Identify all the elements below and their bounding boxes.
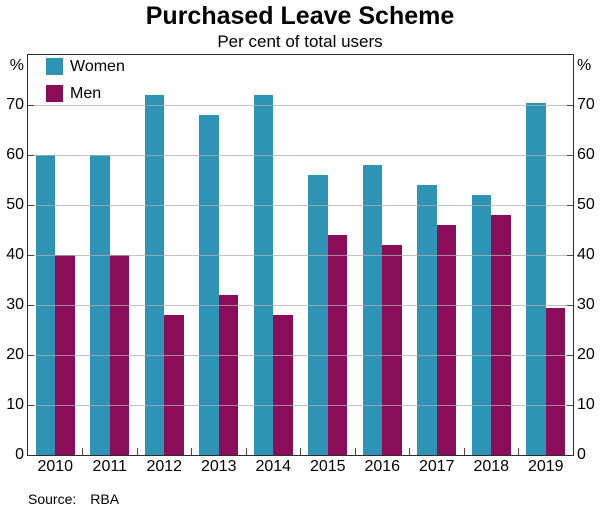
legend-label-women: Women	[70, 58, 125, 75]
bar-men-2017	[436, 225, 457, 455]
legend-label-men: Men	[70, 85, 102, 102]
legend-item-women: Women	[46, 58, 125, 75]
xtick-label-2012: 2012	[146, 458, 183, 475]
women-swatch-icon	[46, 58, 63, 75]
bar-men-2016	[382, 245, 402, 455]
gridline-60	[28, 154, 573, 156]
left-tick-30	[28, 304, 34, 306]
ytick-label-left-40: 40	[6, 246, 24, 263]
gridline-50	[28, 204, 573, 206]
legend-item-men: Men	[46, 85, 125, 102]
men-swatch-icon	[46, 85, 63, 102]
x-boundary-tick-6	[354, 448, 356, 455]
right-tick-20	[567, 354, 573, 356]
source-label: Source:	[28, 491, 77, 507]
x-boundary-tick-2	[136, 448, 138, 455]
right-tick-60	[567, 154, 573, 156]
source-note: Source: RBA	[28, 491, 119, 507]
bar-women-2012	[144, 95, 165, 455]
bar-men-2010	[55, 255, 75, 455]
gridline-70	[28, 104, 573, 106]
ytick-label-right-60: 60	[577, 146, 595, 163]
ytick-label-right-50: 50	[577, 196, 595, 213]
legend: Women Men	[46, 58, 125, 102]
right-tick-40	[567, 254, 573, 256]
ytick-label-left-0: 0	[15, 446, 24, 463]
ytick-label-left-30: 30	[6, 296, 24, 313]
chart-title: Purchased Leave Scheme	[145, 2, 455, 30]
bar-men-2015	[327, 235, 348, 455]
right-tick-50	[567, 204, 573, 206]
ytick-label-left-70: 70	[6, 96, 24, 113]
xtick-label-2017: 2017	[418, 458, 455, 475]
left-tick-40	[28, 254, 34, 256]
ytick-label-right-0: 0	[577, 446, 586, 463]
bar-men-2014	[273, 315, 293, 455]
x-boundary-tick-4	[245, 448, 247, 455]
ytick-label-left-20: 20	[6, 346, 24, 363]
x-boundary-tick-7	[409, 448, 410, 455]
x-boundary-tick-5	[300, 448, 301, 455]
xtick-label-2019: 2019	[527, 458, 564, 475]
plot-area: Women Men	[27, 54, 574, 456]
xtick-label-2013: 2013	[200, 458, 237, 475]
left-tick-70	[28, 104, 34, 106]
left-tick-20	[28, 354, 34, 356]
xtick-label-2016: 2016	[364, 458, 401, 475]
bar-women-2013	[199, 115, 219, 455]
right-tick-70	[567, 104, 573, 106]
xtick-label-2015: 2015	[309, 458, 346, 475]
bar-women-2014	[253, 95, 274, 455]
chart-subtitle: Per cent of total users	[217, 32, 383, 51]
bar-men-2013	[218, 295, 239, 455]
y-axis-right: % 0 10 20 30 40 50 60 70	[577, 55, 600, 463]
bar-women-2017	[417, 185, 437, 455]
ytick-label-right-20: 20	[577, 346, 595, 363]
x-boundary-tick-1	[82, 448, 83, 455]
ytick-label-right-10: 10	[577, 396, 595, 413]
bar-women-2016	[362, 165, 383, 455]
bar-women-2010	[35, 155, 56, 455]
bar-women-2018	[471, 195, 492, 455]
y-axis-left: % 0 10 20 30 40 50 60 70	[0, 55, 24, 463]
x-boundary-tick-8	[463, 448, 465, 455]
bar-women-2015	[308, 175, 328, 455]
right-tick-10	[567, 404, 573, 406]
right-tick-30	[567, 304, 573, 306]
bar-men-2019	[545, 307, 566, 455]
x-boundary-tick-9	[518, 448, 519, 455]
y-axis-unit-left: %	[9, 57, 24, 74]
ytick-label-right-40: 40	[577, 246, 595, 263]
xtick-label-2010: 2010	[37, 458, 74, 475]
bar-men-2012	[164, 315, 184, 455]
xtick-label-2011: 2011	[92, 458, 127, 475]
bar-women-2019	[526, 102, 546, 455]
ytick-label-right-70: 70	[577, 96, 595, 113]
ytick-label-right-30: 30	[577, 296, 595, 313]
xtick-label-2018: 2018	[473, 458, 510, 475]
x-axis: 2010 2011 2012 2013 2014 2015 2016 2017 2018 2019	[28, 458, 573, 478]
ytick-label-left-60: 60	[6, 146, 24, 163]
left-tick-60	[28, 154, 34, 156]
bar-men-2018	[491, 215, 511, 455]
bar-men-2011	[109, 255, 130, 455]
source-value: RBA	[90, 491, 120, 507]
bar-women-2011	[90, 155, 110, 455]
left-tick-50	[28, 204, 34, 206]
left-tick-10	[28, 404, 34, 406]
y-axis-unit-right: %	[577, 57, 592, 74]
ytick-label-left-10: 10	[6, 396, 24, 413]
xtick-label-2014: 2014	[255, 458, 292, 475]
x-boundary-tick-3	[191, 448, 192, 455]
ytick-label-left-50: 50	[6, 196, 24, 213]
